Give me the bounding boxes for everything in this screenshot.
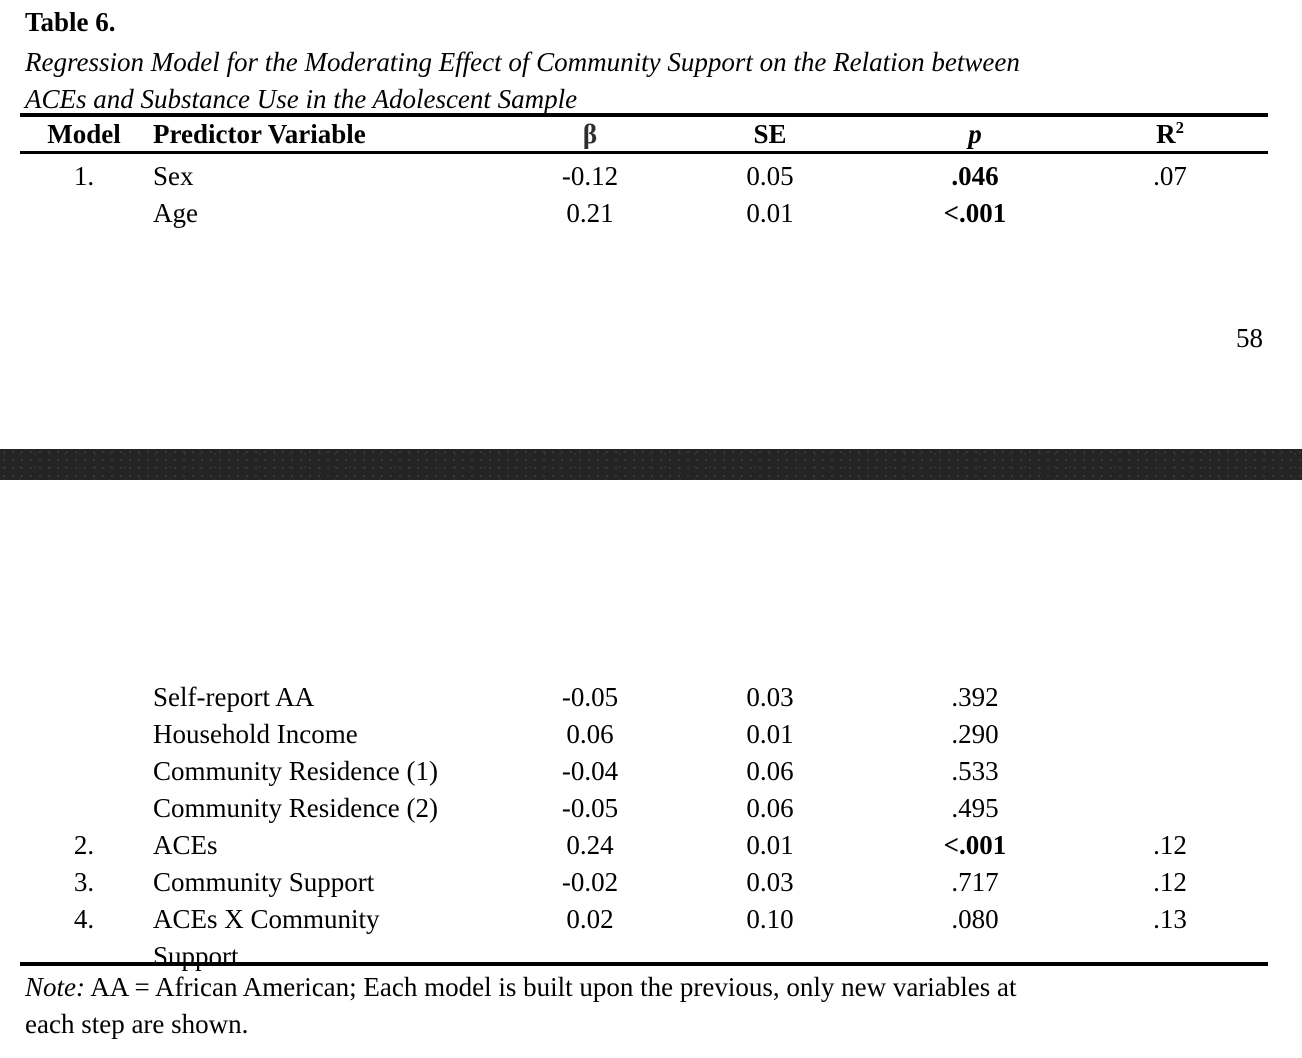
model-number-cell — [20, 195, 148, 232]
model-number-cell — [20, 679, 148, 716]
r-squared-cell — [1130, 195, 1248, 232]
beta-cell: -0.02 — [561, 867, 619, 897]
header-r-squared: R2 — [1130, 118, 1248, 151]
p-value-cell: .046 — [951, 161, 999, 191]
p-value-cell: .717 — [951, 867, 999, 897]
model-number-cell: 4. — [73, 904, 95, 934]
table-row: 2. ACEs 0.24 0.01 <.001 .12 — [20, 827, 1248, 864]
se-cell: 0.06 — [746, 793, 794, 823]
model-number-cell — [20, 790, 148, 827]
r-squared-cell — [1130, 679, 1248, 716]
header-predictor-variable: Predictor Variable — [153, 119, 366, 149]
model-number-cell: 2. — [73, 830, 95, 860]
table-row: 3. Community Support -0.02 0.03 .717 .12 — [20, 864, 1248, 901]
beta-cell: -0.05 — [561, 793, 619, 823]
page-number: 58 — [1236, 323, 1263, 353]
se-cell: 0.06 — [746, 756, 794, 786]
se-cell: 0.01 — [746, 198, 794, 228]
beta-cell: 0.21 — [566, 198, 614, 228]
se-cell: 0.10 — [746, 904, 794, 934]
beta-cell: -0.04 — [561, 756, 619, 786]
table-row: Household Income 0.06 0.01 .290 — [20, 716, 1248, 753]
se-cell: 0.01 — [746, 719, 794, 749]
table-header-row: Model Predictor Variable β SE p R2 — [20, 118, 1248, 151]
predictor-cell: ACEs X Community Support — [153, 904, 380, 971]
model-number-cell — [20, 753, 148, 790]
table-row: Age 0.21 0.01 <.001 — [20, 195, 1248, 232]
table-row: Community Residence (1) -0.04 0.06 .533 — [20, 753, 1248, 790]
p-value-cell: .290 — [951, 719, 999, 749]
table-note-line1: Note: AA = African American; Each model … — [25, 969, 1017, 1006]
beta-cell: 0.06 — [566, 719, 614, 749]
se-cell: 0.01 — [746, 830, 794, 860]
table-caption-line2: ACEs and Substance Use in the Adolescent… — [25, 84, 578, 114]
predictor-cell: Community Residence (2) — [153, 793, 438, 823]
r-squared-cell: .12 — [1153, 830, 1187, 860]
predictor-cell: Community Support — [153, 867, 375, 897]
table-header-rule — [20, 151, 1268, 154]
header-model: Model — [47, 119, 121, 149]
note-text-line1: AA = African American; Each model is bui… — [85, 972, 1017, 1002]
p-value-cell: .392 — [951, 682, 999, 712]
beta-cell: 0.02 — [566, 904, 614, 934]
table-body-page1: 1. Sex -0.12 0.05 .046 .07 Age 0.21 0.01 <.001 — [20, 158, 1248, 232]
predictor-cell: Self-report AA — [153, 682, 315, 712]
beta-cell: 0.24 — [566, 830, 614, 860]
r-squared-cell — [1130, 790, 1248, 827]
r-squared-cell: .12 — [1153, 867, 1187, 897]
table-row: 1. Sex -0.12 0.05 .046 .07 — [20, 158, 1248, 195]
beta-cell: -0.12 — [561, 161, 619, 191]
predictor-cell: Sex — [153, 161, 194, 191]
r-squared-cell — [1130, 753, 1248, 790]
table-caption-line1: Regression Model for the Moderating Effe… — [25, 47, 1020, 77]
table-top-rule — [20, 113, 1268, 117]
predictor-cell: ACEs — [153, 830, 218, 860]
table-row: Self-report AA -0.05 0.03 .392 — [20, 679, 1248, 716]
page-break-bar — [0, 449, 1302, 480]
predictor-cell: Household Income — [153, 719, 358, 749]
table-row: Community Residence (2) -0.05 0.06 .495 — [20, 790, 1248, 827]
se-cell: 0.03 — [746, 682, 794, 712]
model-number-cell: 3. — [73, 867, 95, 897]
model-number-cell: 1. — [73, 161, 95, 191]
header-se: SE — [753, 119, 787, 149]
p-value-cell: .080 — [951, 904, 999, 934]
r-squared-exponent: 2 — [1175, 118, 1184, 137]
table-bottom-rule — [20, 962, 1268, 966]
r-squared-cell: .13 — [1153, 904, 1187, 934]
table-row: 4. ACEs X Community Support 0.02 0.10 .080 .13 — [20, 901, 1248, 975]
predictor-cell: Community Residence (1) — [153, 756, 438, 786]
beta-cell: -0.05 — [561, 682, 619, 712]
table-label: Table 6. — [25, 7, 116, 37]
r-squared-base: R — [1156, 119, 1176, 149]
table-note-line2: each step are shown. — [25, 1009, 249, 1039]
model-number-cell — [20, 716, 148, 753]
p-value-cell: .533 — [951, 756, 999, 786]
p-value-cell: <.001 — [943, 198, 1007, 228]
header-p-value: p — [968, 119, 982, 149]
r-squared-cell: .07 — [1153, 161, 1187, 191]
table-body-page2: Self-report AA -0.05 0.03 .392 Household Inc… — [20, 679, 1248, 975]
r-squared-cell — [1130, 716, 1248, 753]
se-cell: 0.05 — [746, 161, 794, 191]
header-beta: β — [582, 119, 598, 149]
note-prefix: Note: — [25, 972, 85, 1002]
p-value-cell: <.001 — [943, 830, 1007, 860]
predictor-cell: Age — [153, 198, 198, 228]
p-value-cell: .495 — [951, 793, 999, 823]
se-cell: 0.03 — [746, 867, 794, 897]
